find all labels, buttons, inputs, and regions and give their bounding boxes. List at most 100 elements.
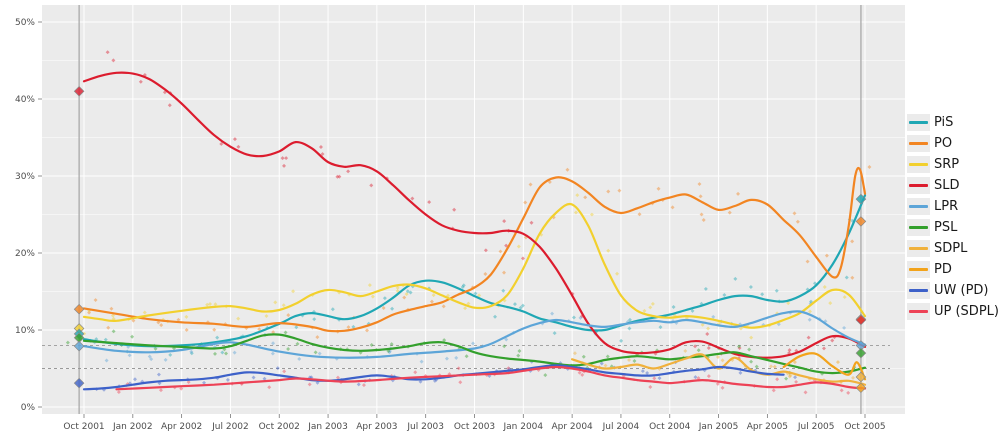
- series-line-sld: [82, 71, 867, 359]
- poll-dot: [697, 182, 702, 187]
- legend-entry-po: PO: [907, 133, 999, 154]
- poll-dot: [460, 284, 465, 289]
- poll-dot: [65, 340, 70, 345]
- poll-dot: [464, 354, 469, 359]
- election-result-pd: [855, 382, 867, 394]
- series-line-pd: [782, 352, 867, 381]
- poll-dot: [104, 358, 109, 363]
- poll-dot: [452, 207, 457, 212]
- poll-dot: [270, 351, 275, 356]
- series-line-uw-pd: [82, 364, 785, 391]
- poll-dot: [213, 351, 217, 356]
- x-tick-label: Oct 2004: [649, 422, 691, 432]
- legend-entry-pis: PiS: [907, 112, 999, 133]
- series-line-lpr: [82, 310, 867, 359]
- legend-key: [907, 156, 930, 173]
- election-result-sld: [855, 314, 867, 326]
- legend-entry-uw-pd: UW (PD): [907, 280, 999, 301]
- legend-entry-srp: SRP: [907, 154, 999, 175]
- poll-dot: [330, 307, 335, 312]
- poll-dot: [442, 338, 447, 343]
- poll-dot: [294, 325, 299, 330]
- legend-key: [907, 261, 930, 278]
- election-result-pis: [855, 193, 867, 205]
- poll-dot: [142, 310, 147, 315]
- legend-swatch-line: [909, 142, 928, 145]
- x-tick-label: Apr 2003: [356, 422, 397, 432]
- legend-swatch-line: [909, 268, 928, 271]
- poll-dot: [552, 331, 557, 336]
- election-result-po: [855, 216, 867, 227]
- poll-dot: [320, 152, 325, 157]
- poll-dot: [337, 174, 342, 179]
- poll-dot: [583, 195, 588, 200]
- legend-swatch-line: [909, 310, 928, 313]
- poll-dot: [529, 220, 534, 225]
- legend-swatch-line: [909, 289, 928, 292]
- poll-dot: [787, 348, 792, 353]
- y-tick-label: 0%: [21, 403, 36, 413]
- poll-dot: [131, 318, 136, 323]
- poll-dot: [105, 50, 110, 55]
- poll-dot: [605, 354, 610, 359]
- election-result-sdpl: [855, 371, 867, 383]
- x-tick-label: Jul 2003: [406, 422, 444, 432]
- y-tick-label: 10%: [15, 326, 35, 336]
- poll-dot: [184, 314, 189, 319]
- poll-dot: [502, 219, 507, 224]
- legend-key: [907, 303, 930, 320]
- poll-dot: [176, 317, 181, 322]
- poll-dot: [506, 366, 511, 371]
- axes: 0% 10% 20% 30% 40% 50% Oct 2001 Jan 2002 Apr 200…: [15, 18, 886, 432]
- legend-label: UP (SDPL): [934, 304, 999, 319]
- poll-dot: [504, 243, 509, 248]
- y-tick-label: 30%: [15, 172, 35, 182]
- legend-key: [907, 240, 930, 257]
- series-line-psl: [82, 333, 867, 375]
- poll-dot: [356, 382, 361, 387]
- y-tick-label: 50%: [15, 18, 35, 28]
- poll-dot: [205, 302, 210, 307]
- poll-dot: [699, 212, 704, 217]
- x-tick-label: Jan 2005: [698, 422, 739, 432]
- election-result-sld: [73, 85, 85, 97]
- legend-label: SRP: [934, 157, 960, 172]
- legend-key: [907, 114, 930, 131]
- poll-dot: [575, 193, 580, 198]
- x-tick-label: Apr 2004: [551, 422, 593, 432]
- poll-dot: [225, 377, 230, 382]
- poll-dot: [367, 283, 372, 288]
- poll-dot: [213, 302, 218, 307]
- poll-dot: [431, 293, 436, 298]
- poll-dot: [737, 346, 742, 351]
- legend-label: PiS: [934, 115, 954, 130]
- poll-dot: [335, 174, 340, 179]
- poll-dot: [219, 141, 224, 146]
- trend-lines: [82, 71, 867, 391]
- x-tick-label: Apr 2005: [747, 422, 788, 432]
- poll-dot: [262, 376, 267, 381]
- series-line-pis: [82, 194, 867, 348]
- poll-dot: [236, 316, 241, 321]
- election-result-psl: [855, 347, 867, 359]
- legend-label: SLD: [934, 178, 960, 193]
- series-line-po: [82, 166, 867, 333]
- poll-dot: [670, 205, 675, 210]
- poll-dot: [286, 346, 291, 351]
- x-tick-label: Jan 2004: [502, 422, 543, 432]
- poll-dot: [106, 325, 111, 330]
- poll-dot: [701, 218, 706, 222]
- legend-swatch-line: [909, 121, 928, 124]
- poll-dot: [483, 248, 488, 253]
- poll-dot: [232, 350, 237, 355]
- legend-label: SDPL: [934, 241, 968, 256]
- poll-dot: [839, 388, 844, 393]
- poll-dot: [159, 323, 164, 328]
- series-line-up-sdpl: [115, 365, 867, 391]
- poll-dot: [167, 103, 172, 108]
- x-tick-label: Oct 2003: [454, 422, 495, 432]
- legend-entry-sdpl: SDPL: [907, 238, 999, 259]
- legend-label: LPR: [934, 199, 959, 214]
- x-tick-label: Jul 2005: [797, 422, 835, 432]
